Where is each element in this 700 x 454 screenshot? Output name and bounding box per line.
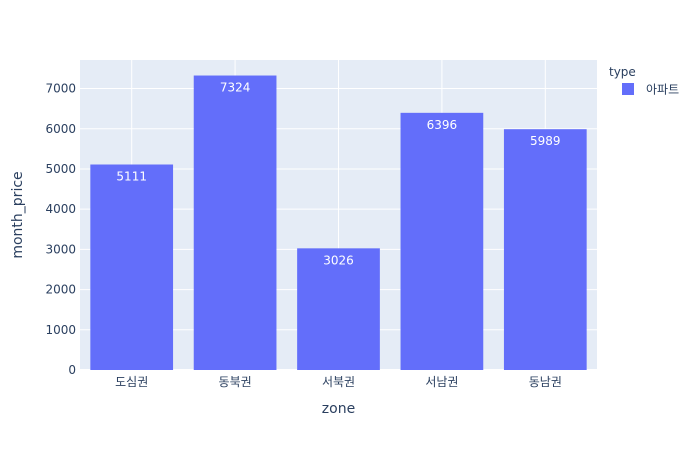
bar-value-label: 5111 <box>116 169 147 183</box>
y-tick-label: 4000 <box>45 202 76 216</box>
bar[interactable] <box>193 75 277 370</box>
y-tick-label: 2000 <box>45 283 76 297</box>
y-tick-layer: 0 1000 2000 3000 4000 5000 6000 7000 <box>45 82 76 377</box>
x-tick-layer: 도심권 동북권 서북권 서남권 동남권 <box>115 375 562 389</box>
data-label-layer: 5111 7324 3026 6396 5989 <box>116 81 560 268</box>
bar-value-label: 7324 <box>220 81 251 95</box>
bar-value-label: 6396 <box>427 118 458 132</box>
y-tick-label: 1000 <box>45 323 76 337</box>
x-tick-label: 동남권 <box>529 375 562 389</box>
legend-swatch[interactable] <box>622 83 634 95</box>
bar[interactable] <box>503 129 587 370</box>
legend-title: type <box>609 65 636 79</box>
bar-value-label: 5989 <box>530 134 561 148</box>
bar-layer <box>90 75 587 370</box>
legend: type 아파트 <box>609 65 679 97</box>
bar[interactable] <box>297 248 380 370</box>
y-axis-title: month_price <box>10 171 26 258</box>
x-tick-label: 서북권 <box>322 375 355 389</box>
x-tick-label: 서남권 <box>425 375 458 389</box>
x-tick-label: 동북권 <box>219 375 252 389</box>
bar[interactable] <box>90 164 174 370</box>
y-tick-label: 5000 <box>45 162 76 176</box>
bar-value-label: 3026 <box>323 253 354 267</box>
y-tick-label: 3000 <box>45 242 76 256</box>
x-tick-label: 도심권 <box>115 375 148 389</box>
bar[interactable] <box>400 112 484 370</box>
y-tick-label: 6000 <box>45 122 76 136</box>
y-tick-label: 7000 <box>45 82 76 96</box>
legend-item-label[interactable]: 아파트 <box>646 83 679 97</box>
x-axis-title: zone <box>322 401 355 417</box>
y-tick-label: 0 <box>68 363 76 377</box>
